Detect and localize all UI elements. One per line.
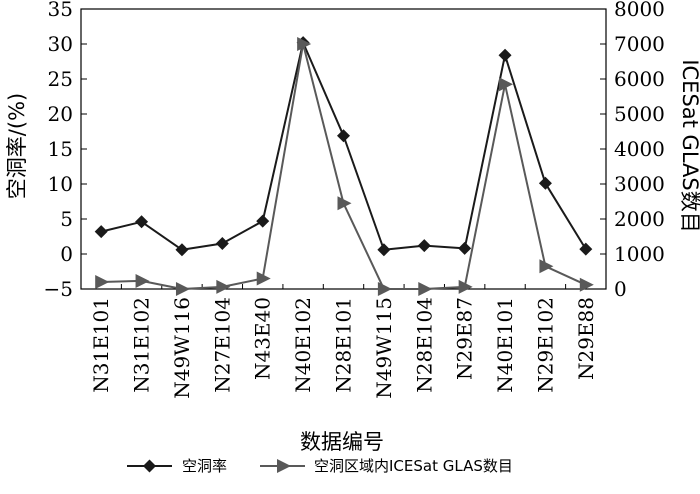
left-tick-label: 5 [60,207,73,231]
data-point [337,196,352,211]
data-point [538,176,552,190]
data-point [337,129,350,143]
series-1 [95,37,594,296]
x-tick-label: N43E40 [251,297,275,380]
left-tick-label: 15 [48,137,73,161]
left-tick-label: 35 [48,0,73,21]
data-point [539,259,554,274]
y-axis-title-right: ICESat GLAS数目 [678,59,700,232]
data-point [579,277,594,292]
right-axis-ticks: 0 1000 2000 3000 4000 5000 6000 7000 8000 [600,0,665,301]
right-tick-label: 7000 [614,32,665,56]
data-point [458,279,473,294]
x-tick-label: N40E102 [291,297,315,393]
plot-frame [80,8,607,290]
x-tick-label: N31E101 [89,297,113,393]
data-point [256,214,270,228]
data-point [297,37,312,51]
right-tick-label: 6000 [614,67,665,91]
series-layer [94,36,594,296]
y-axis-title-left: 空洞率/(%) [5,93,29,199]
x-tick-label: N49W115 [372,297,396,399]
right-tick-label: 1000 [614,242,665,266]
left-tick-label: 25 [48,67,73,91]
series-line [100,41,587,251]
data-point [498,48,512,62]
data-point [215,237,229,250]
left-tick-label: 0 [60,242,73,266]
x-tick-label: N31E102 [130,297,154,393]
data-point [135,273,150,288]
legend-label-hole-rate: 空洞率 [182,457,227,475]
data-point [95,275,110,289]
x-tick-label: N29E87 [453,297,477,380]
series-0 [94,36,593,257]
right-tick-label: 4000 [614,137,665,161]
x-tick-label: N28E101 [332,297,356,393]
x-tick-label: N29E88 [574,297,598,380]
data-point [377,243,391,257]
left-tick-label: 30 [48,32,73,56]
left-tick-label: −5 [44,277,73,301]
x-tick-label: N27E104 [210,297,234,393]
left-tick-label: 20 [48,102,73,126]
data-point [458,241,472,255]
data-point [417,239,431,253]
data-point [256,271,271,286]
right-tick-label: 0 [614,277,627,301]
data-point [418,282,433,296]
legend-marker-hole-rate [143,459,156,473]
right-tick-label: 2000 [614,207,665,231]
x-tick-label: N28E104 [412,297,436,393]
axes [80,8,607,290]
data-point [216,279,231,294]
left-axis-ticks: −5 0 5 10 15 20 25 30 35 [44,0,87,301]
data-point [377,282,392,296]
right-tick-label: 8000 [614,0,665,21]
legend-label-glas-count: 空洞区域内ICESat GLAS数目 [314,457,513,475]
data-point [499,77,514,92]
data-point [135,215,149,229]
data-point [579,242,593,256]
x-tick-label: N40E101 [493,297,517,393]
x-tick-label: N29E102 [533,297,557,393]
left-tick-label: 10 [48,172,73,196]
right-tick-label: 3000 [614,172,665,196]
x-axis-title: 数据编号 [300,430,384,454]
legend-marker-glas-count [277,459,291,473]
right-tick-label: 5000 [614,102,665,126]
data-point [175,282,190,296]
data-point [94,225,108,239]
x-axis-ticks: N31E101 N31E102 N49W116 N27E104 N43E40 N40E10… [89,284,598,399]
x-tick-label: N49W116 [170,297,194,399]
data-point [175,243,189,257]
legend: 空洞率 空洞区域内ICESat GLAS数目 [127,457,513,475]
